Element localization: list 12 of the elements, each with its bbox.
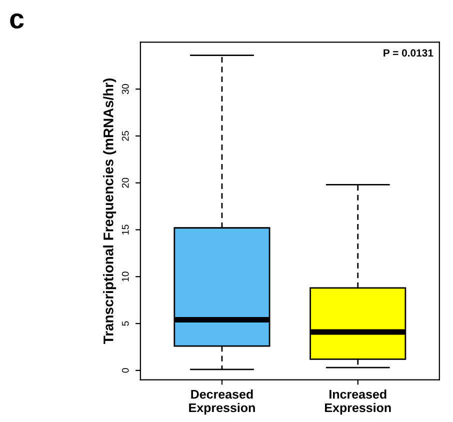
chart-title: c bbox=[10, 13, 24, 29]
x-tick-label: Increased Expression bbox=[325, 390, 391, 415]
y-axis-title: Transcriptional Frequencies (mRNAs/hr) bbox=[103, 78, 116, 344]
y-tick-label: 5 bbox=[122, 321, 129, 326]
y-tick-label: 15 bbox=[122, 224, 129, 234]
y-tick-label: 30 bbox=[122, 84, 129, 94]
annotation: P = 0.0131 bbox=[384, 49, 434, 57]
y-tick-label: 0 bbox=[122, 368, 129, 373]
y-tick-label: 25 bbox=[122, 130, 129, 141]
y-tick-label: 20 bbox=[122, 178, 129, 188]
y-tick-label: 10 bbox=[122, 272, 129, 282]
x-tick-label: Decreased Expression bbox=[189, 390, 255, 415]
